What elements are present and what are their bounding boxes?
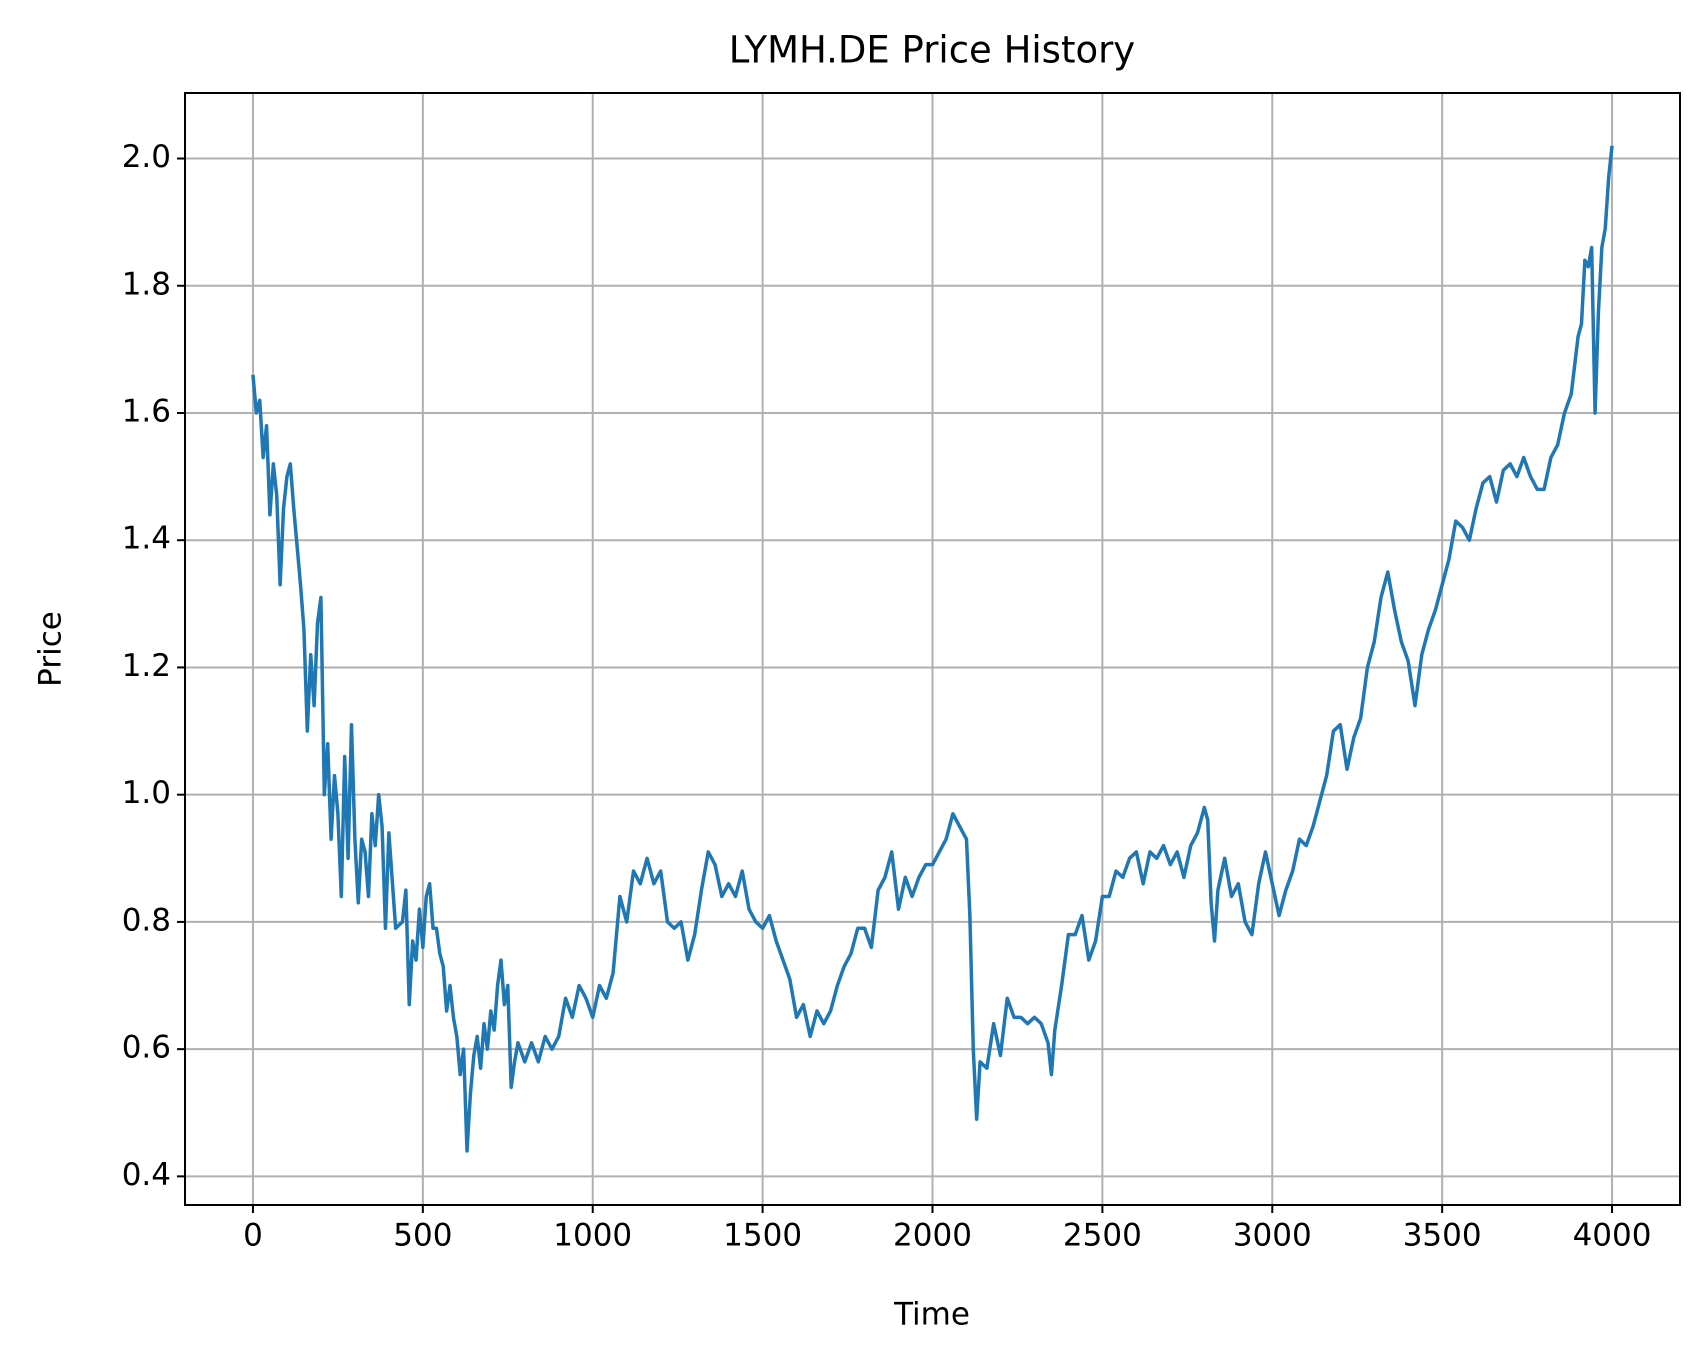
x-axis-label: Time: [893, 1297, 970, 1333]
x-tick-label: 3500: [1403, 1218, 1482, 1254]
y-tick-label: 1.2: [122, 648, 171, 684]
x-tick-label: 2000: [893, 1218, 972, 1254]
x-tick-label: 500: [393, 1218, 452, 1254]
y-tick-label: 1.6: [122, 393, 171, 429]
plot-frame: [184, 92, 1681, 1206]
x-tick-label: 2500: [1063, 1218, 1142, 1254]
x-tick-label: 0: [243, 1218, 263, 1254]
y-tick-label: 1.4: [122, 521, 171, 557]
y-tick-label: 1.0: [122, 775, 171, 811]
y-tick-label: 2.0: [122, 139, 171, 175]
y-tick-label: 1.8: [122, 266, 171, 302]
x-tick-label: 3000: [1233, 1218, 1312, 1254]
price-line: [251, 145, 1614, 1153]
chart-title: LYMH.DE Price History: [729, 29, 1135, 72]
y-axis-label: Price: [33, 611, 69, 687]
x-tick-label: 1500: [723, 1218, 802, 1254]
x-tick-label: 4000: [1573, 1218, 1652, 1254]
x-tick-label: 1000: [553, 1218, 632, 1254]
y-tick-label: 0.8: [122, 902, 171, 938]
y-tick-label: 0.4: [122, 1157, 171, 1193]
y-tick-label: 0.6: [122, 1030, 171, 1066]
